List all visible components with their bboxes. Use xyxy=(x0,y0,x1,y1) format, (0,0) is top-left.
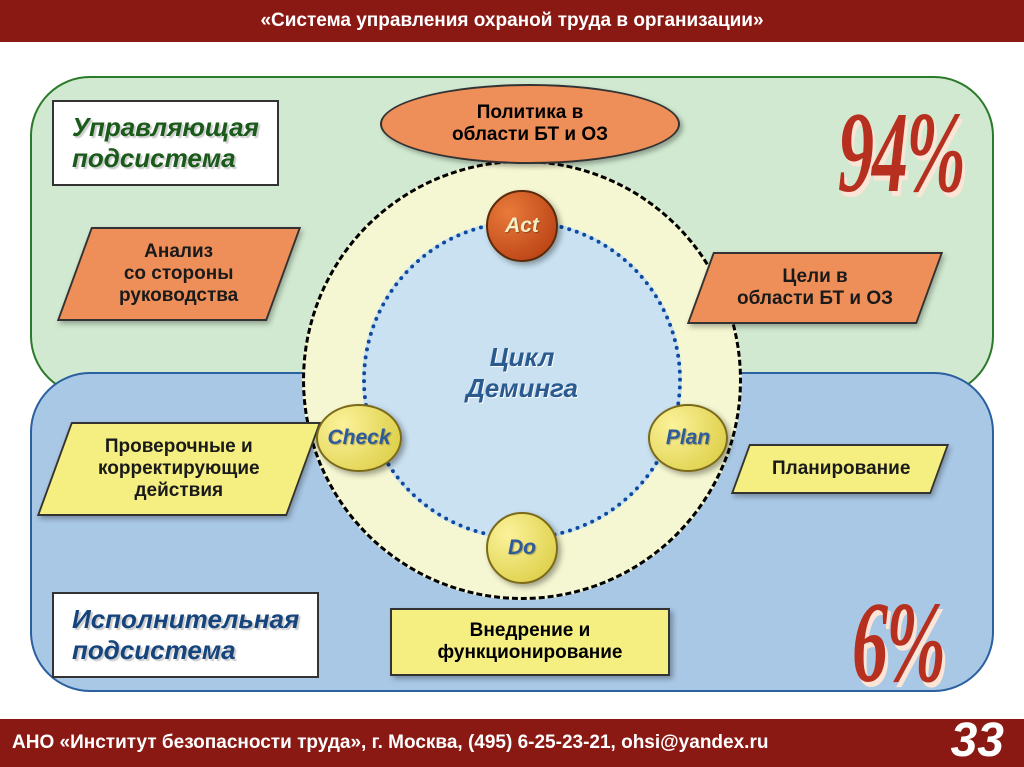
check-actions-parallelogram: Проверочные и корректирующие действия xyxy=(37,422,321,516)
planning-parallelogram: Планирование xyxy=(731,444,949,494)
check-node: Check xyxy=(316,404,402,472)
implementation-rectangle: Внедрение и функционирование xyxy=(390,608,670,676)
page-number: 33 xyxy=(951,717,1004,765)
act-node: Act xyxy=(486,190,558,262)
executive-subsystem-label: Исполнительная подсистема xyxy=(52,592,319,678)
percentage-6: 6% xyxy=(852,577,944,710)
goals-parallelogram: Цели в области БТ и ОЗ xyxy=(687,252,943,324)
managing-subsystem-label: Управляющая подсистема xyxy=(52,100,279,186)
footer-text: АНО «Институт безопасности труда», г. Мо… xyxy=(12,732,768,753)
analysis-parallelogram: Анализ со стороны руководства xyxy=(57,227,301,321)
diagram-stage: Управляющая подсистема Исполнительная по… xyxy=(0,42,1024,719)
deming-cycle-label: Цикл Деминга xyxy=(432,342,612,404)
slide-header: «Система управления охраной труда в орга… xyxy=(0,0,1024,42)
slide-footer: АНО «Институт безопасности труда», г. Мо… xyxy=(0,719,1024,767)
percentage-94: 94% xyxy=(838,87,964,220)
policy-ellipse: Политика в области БТ и ОЗ xyxy=(380,84,680,164)
plan-node: Plan xyxy=(648,404,728,472)
do-node: Do xyxy=(486,512,558,584)
